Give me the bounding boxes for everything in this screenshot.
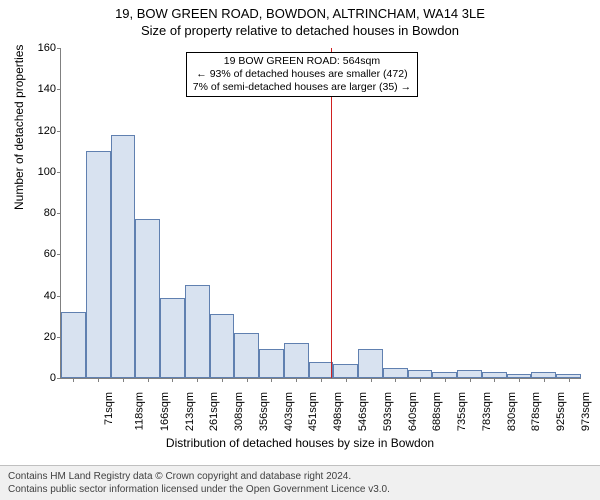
x-tick-mark [98, 378, 99, 382]
x-tick-label: 878sqm [530, 392, 542, 431]
x-tick-mark [494, 378, 495, 382]
histogram-bar [111, 135, 136, 378]
x-tick-label: 973sqm [580, 392, 592, 431]
x-tick-mark [148, 378, 149, 382]
footer-line-1: Contains HM Land Registry data © Crown c… [8, 470, 592, 483]
x-tick-mark [371, 378, 372, 382]
x-tick-mark [519, 378, 520, 382]
histogram-bar [234, 333, 259, 378]
reference-line [331, 48, 332, 378]
chart-area: 19 BOW GREEN ROAD: 564sqm← 93% of detach… [60, 48, 580, 378]
histogram-bar [160, 298, 185, 378]
x-tick-mark [445, 378, 446, 382]
y-tick-mark [57, 48, 61, 49]
x-tick-label: 783sqm [481, 392, 493, 431]
x-tick-mark [73, 378, 74, 382]
annotation-box: 19 BOW GREEN ROAD: 564sqm← 93% of detach… [186, 52, 418, 97]
histogram-bar [284, 343, 309, 378]
x-tick-mark [197, 378, 198, 382]
x-tick-mark [470, 378, 471, 382]
footer-line-2: Contains public sector information licen… [8, 483, 592, 496]
x-tick-mark [296, 378, 297, 382]
histogram-bar [358, 349, 383, 378]
histogram-bar [333, 364, 358, 378]
y-tick-mark [57, 378, 61, 379]
x-tick-label: 308sqm [233, 392, 245, 431]
y-tick-mark [57, 296, 61, 297]
y-tick-mark [57, 172, 61, 173]
x-tick-label: 356sqm [258, 392, 270, 431]
x-tick-label: 593sqm [382, 392, 394, 431]
x-tick-label: 640sqm [407, 392, 419, 431]
histogram-bar [259, 349, 284, 378]
x-tick-label: 925sqm [555, 392, 567, 431]
y-tick-label: 140 [38, 83, 56, 95]
histogram-bar [457, 370, 482, 378]
x-tick-label: 213sqm [184, 392, 196, 431]
x-tick-mark [172, 378, 173, 382]
annotation-line: 19 BOW GREEN ROAD: 564sqm [193, 55, 411, 68]
title-main: 19, BOW GREEN ROAD, BOWDON, ALTRINCHAM, … [0, 0, 600, 21]
x-tick-label: 261sqm [209, 392, 221, 431]
y-tick-mark [57, 337, 61, 338]
x-tick-mark [569, 378, 570, 382]
x-tick-mark [346, 378, 347, 382]
y-tick-label: 160 [38, 42, 56, 54]
x-tick-label: 403sqm [283, 392, 295, 431]
histogram-bar [86, 151, 111, 378]
x-tick-label: 498sqm [332, 392, 344, 431]
plot-region: 19 BOW GREEN ROAD: 564sqm← 93% of detach… [60, 48, 581, 379]
y-tick-mark [57, 89, 61, 90]
histogram-bar [383, 368, 408, 378]
y-tick-mark [57, 254, 61, 255]
footer: Contains HM Land Registry data © Crown c… [0, 465, 600, 500]
histogram-bar [135, 219, 160, 378]
histogram-bar [185, 285, 210, 378]
x-tick-mark [544, 378, 545, 382]
x-tick-mark [321, 378, 322, 382]
y-tick-mark [57, 213, 61, 214]
x-tick-label: 118sqm [133, 392, 145, 430]
x-tick-mark [247, 378, 248, 382]
y-tick-label: 0 [50, 372, 56, 384]
x-axis-label: Distribution of detached houses by size … [0, 436, 600, 450]
histogram-bar [61, 312, 86, 378]
y-axis-label: Number of detached properties [12, 45, 26, 210]
x-tick-label: 166sqm [159, 392, 171, 431]
y-tick-label: 100 [38, 166, 56, 178]
x-tick-mark [420, 378, 421, 382]
x-tick-mark [222, 378, 223, 382]
x-tick-label: 830sqm [506, 392, 518, 431]
histogram-bar [210, 314, 235, 378]
title-sub: Size of property relative to detached ho… [0, 21, 600, 38]
x-tick-mark [271, 378, 272, 382]
histogram-bar [408, 370, 433, 378]
y-tick-mark [57, 131, 61, 132]
y-tick-label: 120 [38, 125, 56, 137]
annotation-line: 7% of semi-detached houses are larger (3… [193, 81, 411, 94]
x-tick-label: 546sqm [357, 392, 369, 431]
x-tick-label: 688sqm [431, 392, 443, 431]
x-tick-mark [123, 378, 124, 382]
y-tick-label: 40 [44, 290, 56, 302]
chart-container: 19, BOW GREEN ROAD, BOWDON, ALTRINCHAM, … [0, 0, 600, 500]
y-tick-label: 20 [44, 331, 56, 343]
x-tick-mark [395, 378, 396, 382]
annotation-line: ← 93% of detached houses are smaller (47… [193, 68, 411, 81]
y-tick-label: 80 [44, 207, 56, 219]
x-tick-label: 71sqm [103, 392, 115, 425]
x-tick-label: 451sqm [308, 392, 320, 431]
x-tick-label: 735sqm [456, 392, 468, 431]
histogram-bar [309, 362, 334, 379]
y-tick-label: 60 [44, 248, 56, 260]
